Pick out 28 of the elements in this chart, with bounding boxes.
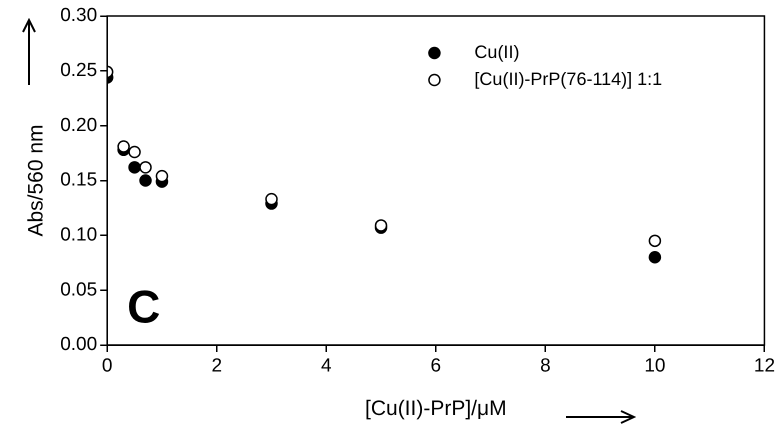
y-tick-label: 0.30 [60,5,98,26]
point [265,192,278,206]
legend-label: [Cu(II)-PrP(76-114)] 1:1 [474,68,662,89]
point [648,234,662,248]
point [139,174,152,187]
x-tick-label: 6 [430,356,442,377]
y-axis-title: Abs/560 nm [24,124,48,237]
x-tick-label: 0 [102,356,112,377]
point [128,146,141,158]
point [128,161,141,174]
y-tick-label: 0.15 [60,170,98,191]
x-tick-label: 8 [540,356,551,377]
y-tick-label: 0.25 [60,60,98,82]
point [139,161,152,174]
y-tick-label: 0.05 [60,279,98,300]
x-tick-label: 12 [754,356,776,377]
y-tick-label: 0.10 [60,224,98,246]
annotation: C [127,280,160,333]
x-tick-label: 10 [644,356,666,377]
legend-label: Cu(II) [474,42,520,62]
point [117,140,130,153]
point [648,251,662,264]
x-tick-label: 4 [320,356,332,377]
x-axis-title: [Cu(II)-PrP]/μM [365,397,507,420]
x-tick-label: 2 [211,356,222,377]
point [156,170,168,182]
y-tick-label: 0.20 [60,114,98,136]
y-tick-label: 0.00 [60,334,98,356]
